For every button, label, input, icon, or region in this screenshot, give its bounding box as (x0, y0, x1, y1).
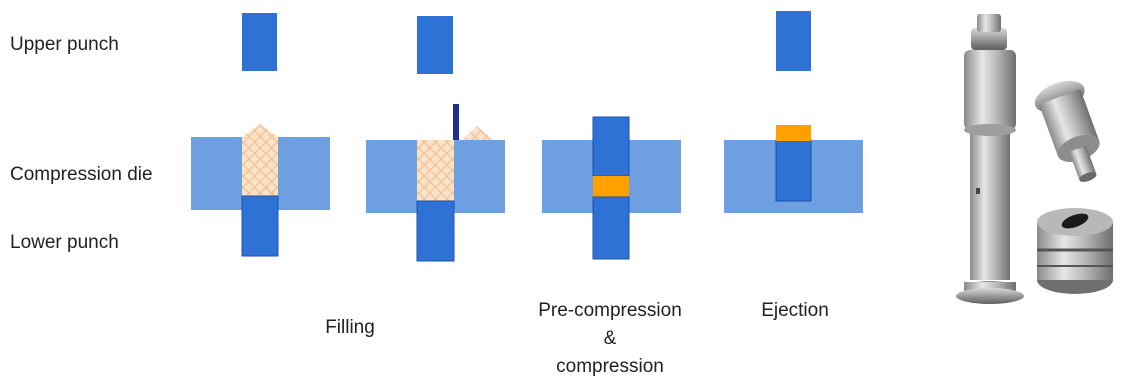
stage-label-filling: Filling (325, 317, 375, 338)
compressed-tablet (593, 176, 629, 197)
lower-punch (592, 196, 630, 260)
stage-3-compression (542, 116, 681, 260)
stage-label-compression-line-2: & (603, 328, 617, 349)
upper-punch (417, 16, 453, 74)
label-upper-punch: Upper punch (10, 34, 119, 55)
upper-punch (592, 116, 630, 177)
excess-powder (462, 126, 493, 140)
stage-label-compression-line-1: Pre-compression (538, 300, 682, 321)
feed-shoe (453, 104, 459, 140)
label-lower-punch: Lower punch (10, 232, 119, 253)
punch-and-die-tooling-photo (956, 14, 1113, 304)
stage-1-filling-a (191, 13, 330, 257)
label-compression-die: Compression die (10, 164, 153, 185)
stage-2-filling-b (366, 16, 505, 262)
lower-punch (775, 139, 812, 202)
upper-punch (776, 11, 811, 71)
lower-punch (241, 195, 279, 257)
stage-4-ejection (724, 11, 863, 213)
ejected-tablet (776, 125, 811, 141)
stage-label-compression-line-3: compression (556, 356, 664, 377)
lower-punch (416, 200, 455, 262)
stage-label-ejection: Ejection (761, 300, 829, 321)
upper-punch (242, 13, 277, 71)
powder-fill (242, 124, 278, 196)
stage-label-compression: Pre-compression & compression (520, 297, 700, 381)
powder-fill (417, 140, 454, 201)
